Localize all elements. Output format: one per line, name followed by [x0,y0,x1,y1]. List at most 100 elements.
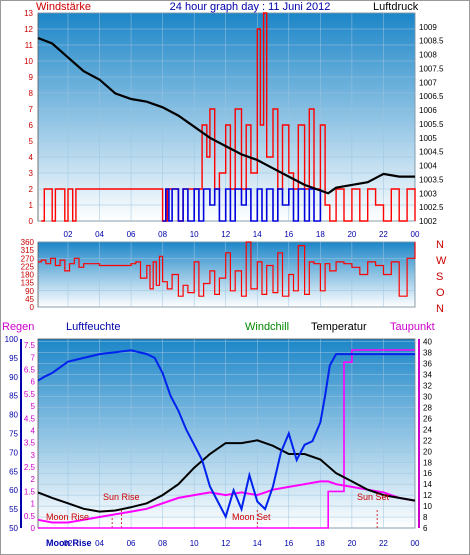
label-taupunkt: Taupunkt [390,321,435,333]
direction-y-tick-label: 90 [25,287,34,296]
wind-y-tick-label: 2 [29,185,34,194]
compass-label: W [436,255,447,267]
temperature-tick-label: 32 [423,382,432,391]
x-tick-label: 18 [316,230,325,239]
humidity-tick-label: 60 [9,486,18,495]
rain-tick-label: 6.5 [24,365,36,374]
temperature-tick-label: 26 [423,414,432,423]
x-tick-label: 04 [95,230,104,239]
rain-tick-label: 3.5 [24,439,36,448]
wind-y-tick-label: 4 [29,153,34,162]
wind-y-tick-label: 0 [29,217,34,226]
pressure-y-tick-label: 1002 [419,217,437,226]
rain-tick-label: 2 [31,475,36,484]
series-windrichtung [38,241,416,297]
rain-tick-label: 1 [31,500,36,509]
x-tick-label: 16 [284,539,293,548]
x-tick-label: 08 [158,539,167,548]
humidity-tick-label: 95 [9,354,18,363]
temperature-tick-label: 12 [423,491,432,500]
x-tick-label: 10 [190,539,199,548]
series-boeen [162,188,322,222]
rain-tick-label: 7 [31,353,36,362]
humidity-tick-label: 65 [9,467,18,476]
temperature-tick-label: 20 [423,447,432,456]
rain-tick-label: 4 [31,426,36,435]
temperature-tick-label: 34 [423,371,432,380]
rain-tick-label: 0 [31,524,36,533]
pressure-y-tick-label: 1004 [419,162,437,171]
x-tick-label: 16 [284,230,293,239]
temperature-tick-label: 24 [423,425,432,434]
humidity-tick-label: 50 [9,524,18,533]
x-tick-label: 06 [127,230,136,239]
temp-humidity-panel: 00.511.522.533.544.555.566.577.5 5055606… [5,335,433,548]
chart-title: 24 hour graph day : 11 Juni 2012 [170,1,331,13]
temperature-tick-label: 6 [423,524,428,533]
pressure-y-tick-label: 1009 [419,23,437,32]
sun-set-label: Sun Set [357,492,390,502]
wind-y-tick-label: 9 [29,73,34,82]
wind-y-tick-label: 5 [29,137,34,146]
wind-y-tick-label: 12 [24,25,33,34]
x-tick-label: 22 [379,539,388,548]
compass-label: N [436,239,444,251]
x-tick-label: 20 [347,539,356,548]
header-windstaerke: Windstärke [36,1,91,13]
header-luftdruck: Luftdruck [373,1,419,13]
x-tick-label: 12 [221,539,230,548]
x-tick-label: 02 [64,539,73,548]
wind-y-tick-label: 13 [24,9,33,18]
x-tick-label: 20 [347,230,356,239]
x-tick-label: 14 [253,230,262,239]
pressure-y-tick-label: 1006.5 [419,92,444,101]
pressure-y-tick-label: 1003.5 [419,175,444,184]
wind-y-tick-label: 1 [29,201,34,210]
compass-label: S [436,271,443,283]
rain-tick-label: 3 [31,451,36,460]
x-tick-label: 18 [316,539,325,548]
humidity-tick-label: 100 [5,335,19,344]
x-tick-label: 08 [158,230,167,239]
label-luftfeuchte: Luftfeuchte [66,321,120,333]
temperature-tick-label: 10 [423,502,432,511]
rain-tick-label: 1.5 [24,487,36,496]
moon-set-label: Moon Set [232,512,271,522]
label-temperatur: Temperatur [311,321,367,333]
plot-area-wind [37,12,416,222]
rain-tick-label: 4.5 [24,414,36,423]
direction-y-tick-label: 315 [21,246,35,255]
moon-rise-label-inner: Moon Rise [46,512,89,522]
humidity-tick-label: 55 [9,505,18,514]
pressure-y-tick-label: 1005 [419,134,437,143]
temperature-tick-label: 28 [423,403,432,412]
humidity-tick-label: 70 [9,448,18,457]
x-tick-label: 14 [253,539,262,548]
x-tick-label: 10 [190,230,199,239]
humidity-tick-label: 90 [9,373,18,382]
direction-y-tick-label: 360 [21,238,35,247]
temperature-tick-label: 22 [423,436,432,445]
compass-label: O [436,287,445,299]
humidity-tick-label: 75 [9,430,18,439]
x-tick-label: 12 [221,230,230,239]
rain-tick-label: 5 [31,402,36,411]
series-taupunkt [37,480,416,524]
temperature-tick-label: 40 [423,338,432,347]
pressure-y-tick-label: 1004.5 [419,148,444,157]
direction-y-tick-label: 45 [25,295,34,304]
rain-tick-label: 2.5 [24,463,36,472]
temperature-tick-label: 8 [423,513,428,522]
moon-rise-label-bottom: Moon Rise [46,538,92,548]
humidity-tick-label: 80 [9,411,18,420]
x-tick-label: 04 [95,539,104,548]
label-windchill: Windchill [245,321,289,333]
temperature-tick-label: 16 [423,469,432,478]
direction-y-tick-label: 0 [30,303,35,312]
pressure-y-tick-label: 1007.5 [419,64,444,73]
direction-y-tick-label: 270 [21,254,35,263]
pressure-y-tick-label: 1008 [419,51,437,60]
sun-rise-label: Sun Rise [103,492,140,502]
